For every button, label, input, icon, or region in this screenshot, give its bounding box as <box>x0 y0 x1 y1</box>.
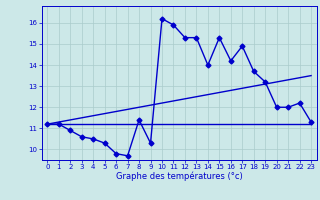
X-axis label: Graphe des températures (°c): Graphe des températures (°c) <box>116 172 243 181</box>
